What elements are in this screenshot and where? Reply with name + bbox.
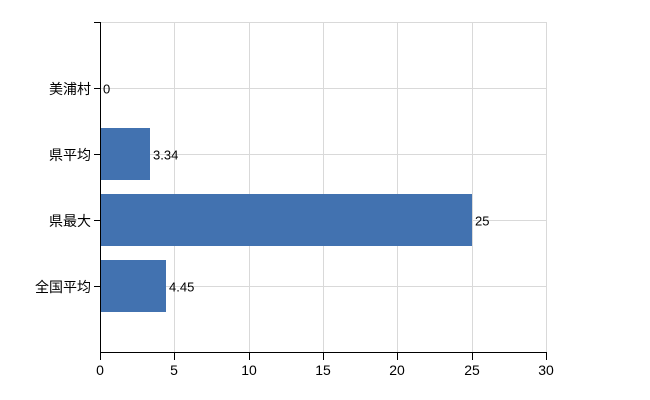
x-tick-label: 0: [96, 362, 104, 378]
gridline-vertical: [472, 22, 473, 352]
x-tick-label: 25: [464, 362, 480, 378]
bar: [101, 128, 150, 180]
category-tick: [94, 88, 100, 89]
y-axis-line: [100, 22, 101, 353]
gridline-vertical: [546, 22, 547, 352]
x-tick: [472, 352, 473, 360]
x-tick: [100, 352, 101, 360]
category-label: 美浦村: [49, 81, 91, 97]
gridline-vertical: [174, 22, 175, 352]
gridline-vertical: [397, 22, 398, 352]
value-label: 25: [475, 213, 490, 229]
x-tick: [397, 352, 398, 360]
gridline-horizontal: [100, 286, 546, 287]
x-tick: [174, 352, 175, 360]
category-tick: [94, 220, 100, 221]
category-label: 全国平均: [35, 279, 91, 295]
x-tick-label: 30: [538, 362, 554, 378]
category-tick: [94, 154, 100, 155]
x-tick-label: 5: [170, 362, 178, 378]
value-label: 4.45: [169, 279, 195, 295]
bar: [101, 260, 166, 312]
x-tick: [323, 352, 324, 360]
x-tick-label: 15: [315, 362, 331, 378]
gridline-horizontal: [100, 154, 546, 155]
y-axis-top-tick: [94, 22, 100, 23]
x-tick-label: 10: [241, 362, 257, 378]
x-tick-label: 20: [389, 362, 405, 378]
category-tick: [94, 286, 100, 287]
x-tick: [249, 352, 250, 360]
category-label: 県最大: [49, 213, 91, 229]
value-label: 3.34: [153, 147, 179, 163]
gridline-vertical: [323, 22, 324, 352]
value-label: 0: [103, 81, 111, 97]
x-tick: [546, 352, 547, 360]
bar: [101, 194, 472, 246]
gridline-horizontal: [100, 88, 546, 89]
gridline-vertical: [249, 22, 250, 352]
category-label: 県平均: [49, 147, 91, 163]
